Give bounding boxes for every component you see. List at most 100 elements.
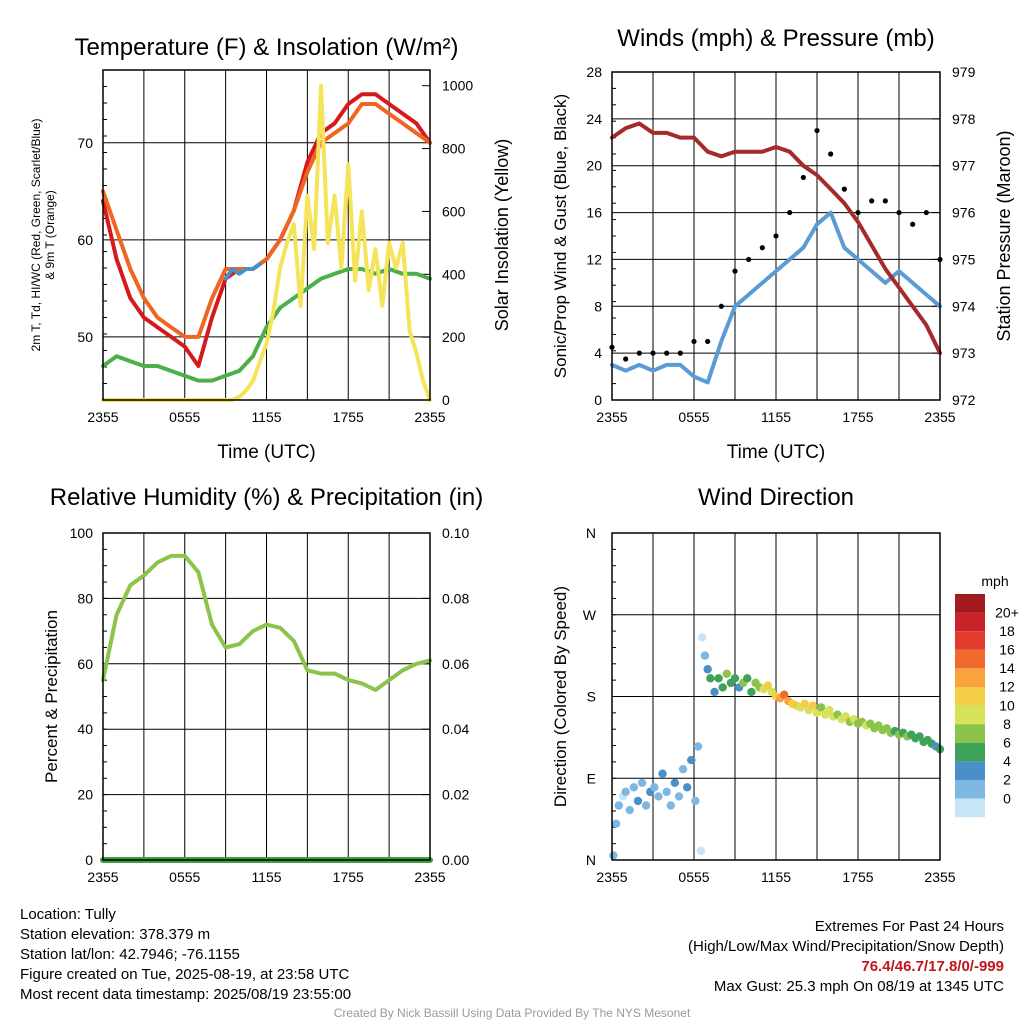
- gust-point: [705, 338, 711, 345]
- y-tick-label: 0: [594, 392, 602, 408]
- x-tick-label: 1155: [251, 409, 281, 425]
- legend-label: 18: [999, 623, 1015, 639]
- series-line: [223, 262, 262, 281]
- gust-point: [828, 151, 834, 157]
- direction-point: [714, 674, 723, 683]
- x-tick-label: 0555: [169, 409, 200, 425]
- x-tick-label: 1755: [333, 409, 364, 425]
- direction-point: [641, 801, 651, 810]
- direction-point: [722, 669, 731, 678]
- y-tick-label: 100: [70, 525, 94, 541]
- plot-frame: [102, 532, 431, 861]
- y2-tick-label: 976: [952, 205, 976, 221]
- legend-label: 6: [1003, 735, 1011, 751]
- legend-label: 20+: [995, 604, 1019, 620]
- direction-point: [808, 701, 818, 710]
- y-axis-label: 2m T, Td, HI/WC (Red, Green, Scarlet/Blu…: [29, 119, 43, 352]
- gust-point: [787, 209, 793, 216]
- direction-point: [662, 787, 671, 797]
- y-tick-label: 24: [586, 111, 602, 127]
- y2-tick-label: 973: [952, 345, 976, 361]
- y-axis-label: Direction (Colored By Speed): [551, 586, 570, 807]
- legend-label: 10: [999, 697, 1015, 713]
- series-line: [101, 553, 432, 692]
- y2-tick-label: 1000: [442, 78, 473, 94]
- y2-tick-label: 600: [442, 203, 466, 219]
- chart-title: Relative Humidity (%) & Precipitation (i…: [50, 484, 483, 511]
- station-elevation: Station elevation: 378.379 m: [20, 926, 211, 943]
- direction-point: [710, 687, 719, 697]
- y2-tick-label: 0.02: [442, 787, 469, 803]
- direction-point: [816, 703, 826, 712]
- y2-axis-label: Station Pressure (Maroon): [994, 130, 1014, 341]
- direction-point: [825, 705, 834, 715]
- y2-tick-label: 800: [442, 141, 466, 157]
- x-tick-label: 2355: [596, 409, 627, 425]
- gust-point: [869, 198, 875, 204]
- gust-point: [732, 268, 738, 274]
- extremes-values: 76.4/46.7/17.8/0/-999: [861, 958, 1004, 975]
- legend-swatch: [955, 742, 985, 762]
- legend-swatch: [955, 631, 985, 650]
- plot-frame: [102, 69, 431, 401]
- legend-swatch: [955, 780, 985, 799]
- max-gust: Max Gust: 25.3 mph On 08/19 at 1345 UTC: [713, 978, 1004, 995]
- y2-tick-label: 0.08: [442, 590, 469, 606]
- x-axis-label: Time (UTC): [727, 442, 826, 463]
- y2-tick-label: 975: [952, 251, 976, 267]
- y2-tick-label: 200: [442, 329, 466, 345]
- direction-point: [658, 769, 667, 778]
- gust-point: [923, 209, 929, 216]
- direction-point: [621, 787, 630, 797]
- x-tick-label: 2355: [924, 409, 955, 425]
- direction-point: [637, 778, 647, 787]
- direction-point: [670, 778, 680, 787]
- y2-tick-label: 0.00: [442, 852, 469, 868]
- direction-point: [693, 742, 703, 751]
- direction-point: [700, 651, 710, 660]
- direction-point: [687, 755, 696, 765]
- chart-panel-2: Winds (mph) & Pressure (mb) 2355 0555 1155 1…: [551, 25, 1014, 463]
- series-line: [101, 267, 432, 383]
- legend-swatch: [955, 687, 985, 706]
- gust-point: [650, 350, 656, 356]
- gust-point: [855, 209, 861, 216]
- y-axis-label-2: & 9m T (Orange): [43, 190, 57, 280]
- direction-point: [650, 783, 659, 792]
- direction-point: [718, 683, 727, 692]
- y-tick-label: 40: [77, 721, 93, 737]
- direction-point: [691, 796, 700, 806]
- y-tick-label: 20: [586, 158, 602, 174]
- plot-frame: [611, 71, 941, 401]
- chart-panel-1: Temperature (F) & Insolation (W/m²)2355 0…: [29, 34, 512, 463]
- x-tick-label: 1755: [333, 869, 364, 885]
- direction-point: [609, 851, 618, 860]
- x-tick-label: 1155: [251, 869, 281, 885]
- direction-point: [633, 796, 643, 806]
- series-line: [610, 121, 942, 356]
- x-tick-label: 2355: [414, 869, 445, 885]
- x-tick-label: 2355: [414, 409, 445, 425]
- y2-tick-label: 978: [952, 111, 976, 127]
- legend-label: 0: [1003, 790, 1011, 806]
- y-tick-label: 12: [586, 251, 602, 267]
- direction-point: [780, 690, 789, 699]
- gust-point: [773, 233, 779, 239]
- direction-point: [696, 846, 706, 856]
- y2-tick-label: 0.10: [442, 525, 469, 541]
- x-tick-label: 2355: [87, 869, 118, 885]
- x-tick-label: 1155: [761, 409, 791, 425]
- x-tick-label: 1155: [761, 869, 791, 885]
- direction-point: [611, 819, 621, 828]
- direction-point: [625, 805, 634, 815]
- y-tick-label: 80: [77, 590, 93, 606]
- gust-point: [664, 350, 670, 356]
- legend-unit: mph: [981, 573, 1008, 589]
- direction-point: [654, 792, 663, 801]
- chart-panel-3: Relative Humidity (%) & Precipitation (i…: [42, 484, 483, 885]
- chart-title: Winds (mph) & Pressure (mb): [617, 25, 934, 52]
- y-tick-label: E: [587, 770, 596, 786]
- series-line: [101, 83, 432, 402]
- legend-label: 2: [1003, 772, 1011, 788]
